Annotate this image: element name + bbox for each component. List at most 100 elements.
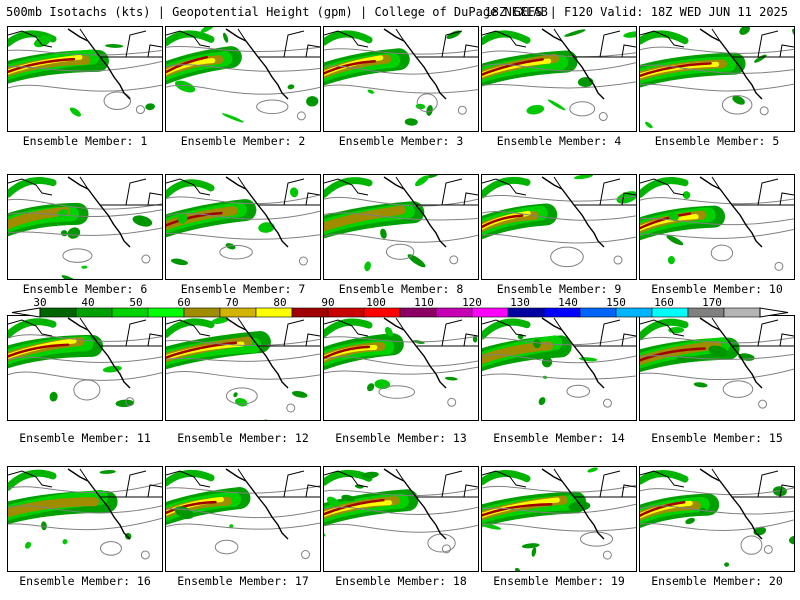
ensemble-member-map <box>7 466 163 572</box>
colorbar-swatch <box>399 307 437 318</box>
colorbar-tick-label: 40 <box>81 296 95 309</box>
colorbar-swatch <box>471 307 509 318</box>
colorbar-left-arrow <box>11 307 41 318</box>
isotach-map <box>166 176 320 266</box>
colorbar-swatch <box>219 307 257 318</box>
ensemble-member-label: Ensemble Member: 17 <box>177 574 309 588</box>
map-header: 500mb Isotachs (kts) | Geopotential Heig… <box>0 0 800 22</box>
ensemble-member-label: Ensemble Member: 13 <box>335 431 467 445</box>
ensemble-member-map <box>7 315 163 421</box>
isotach-map <box>8 176 162 279</box>
colorbar-swatch <box>327 307 365 318</box>
ensemble-member-map <box>481 174 637 280</box>
isotach-map <box>482 467 636 571</box>
colorbar-swatch <box>543 307 581 318</box>
colorbar-swatch <box>39 307 77 318</box>
ensemble-member-map <box>639 26 795 132</box>
ensemble-member-map <box>481 315 637 421</box>
isotach-map <box>482 28 636 122</box>
ensemble-member-map <box>323 466 479 572</box>
colorbar-swatch <box>183 307 221 318</box>
ensemble-member-map <box>165 26 321 132</box>
ensemble-member-map <box>323 174 479 280</box>
isotach-map <box>324 28 478 126</box>
ensemble-member-map <box>639 315 795 421</box>
ensemble-member-label: Ensemble Member: 10 <box>651 282 783 296</box>
ensemble-member-label: Ensemble Member: 12 <box>177 431 309 445</box>
isotach-map <box>640 468 794 567</box>
colorbar-tick-label: 140 <box>558 296 578 309</box>
ensemble-member-map <box>165 315 321 421</box>
colorbar-tick-label: 100 <box>366 296 386 309</box>
colorbar-tick-label: 70 <box>225 296 239 309</box>
ensemble-member-map <box>639 174 795 280</box>
colorbar-swatch <box>687 307 725 318</box>
isotach-map <box>482 175 636 268</box>
colorbar-tick-label: 80 <box>273 296 287 309</box>
ensemble-member-label: Ensemble Member: 1 <box>22 134 148 148</box>
ensemble-member-label: Ensemble Member: 18 <box>335 574 467 588</box>
colorbar-tick-label: 160 <box>654 296 674 309</box>
colorbar-swatch <box>255 307 293 318</box>
ensemble-member-label: Ensemble Member: 14 <box>493 431 625 445</box>
colorbar-swatch <box>579 307 617 318</box>
isotach-map <box>324 175 478 272</box>
ensemble-member-label: Ensemble Member: 4 <box>496 134 622 148</box>
colorbar-tick-label: 110 <box>414 296 434 309</box>
ensemble-member-map <box>323 26 479 132</box>
colorbar-swatch <box>507 307 545 318</box>
ensemble-member-map <box>7 26 163 132</box>
colorbar-tick-label: 170 <box>702 296 722 309</box>
isotach-map <box>166 317 320 420</box>
ensemble-member-label: Ensemble Member: 9 <box>496 282 622 296</box>
ensemble-member-label: Ensemble Member: 6 <box>22 282 148 296</box>
ensemble-member-label: Ensemble Member: 2 <box>180 134 306 148</box>
ensemble-member-map <box>165 466 321 572</box>
ensemble-member-map <box>481 26 637 132</box>
colorbar-tick-label: 60 <box>177 296 191 309</box>
colorbar-swatch <box>435 307 473 318</box>
model-valid-time: 18Z GEFS | F120 Valid: 18Z WED JUN 11 20… <box>484 5 788 19</box>
ensemble-member-label: Ensemble Member: 7 <box>180 282 306 296</box>
colorbar-tick-label: 50 <box>129 296 143 309</box>
isotach-map <box>8 468 162 560</box>
ensemble-member-label: Ensemble Member: 11 <box>19 431 151 445</box>
isotach-map <box>324 468 478 554</box>
colorbar-tick-label: 120 <box>462 296 482 309</box>
colorbar-swatches <box>11 307 789 318</box>
ensemble-member-label: Ensemble Member: 16 <box>19 574 151 588</box>
isotach-map <box>8 317 162 408</box>
isotach-map <box>166 27 320 123</box>
isotach-colorbar: 30 40 50 60 70 80 90 100 110 120 130 140 150 160 170 <box>0 296 800 320</box>
colorbar-tick-label: 30 <box>33 296 47 309</box>
ensemble-member-label: Ensemble Member: 19 <box>493 574 625 588</box>
colorbar-swatch <box>615 307 653 318</box>
colorbar-tick-label: 90 <box>321 296 335 309</box>
isotach-map <box>8 28 162 117</box>
isotach-map <box>166 468 320 560</box>
ensemble-member-map <box>165 174 321 280</box>
colorbar-swatch <box>75 307 113 318</box>
colorbar-swatch <box>111 307 149 318</box>
isotach-map <box>640 176 794 271</box>
isotach-map <box>324 317 478 407</box>
ensemble-member-map <box>7 174 163 280</box>
ensemble-member-map <box>481 466 637 572</box>
ensemble-member-label: Ensemble Member: 8 <box>338 282 464 296</box>
ensemble-member-map <box>639 466 795 572</box>
ensemble-member-label: Ensemble Member: 3 <box>338 134 464 148</box>
colorbar-swatch <box>651 307 689 318</box>
product-title: 500mb Isotachs (kts) | Geopotential Heig… <box>6 5 548 19</box>
colorbar-swatch <box>291 307 329 318</box>
colorbar-tick-label: 150 <box>606 296 626 309</box>
colorbar-right-arrow <box>759 307 789 318</box>
isotach-map <box>640 317 794 409</box>
ensemble-member-map <box>323 315 479 421</box>
ensemble-member-label: Ensemble Member: 5 <box>654 134 780 148</box>
ensemble-member-label: Ensemble Member: 20 <box>651 574 783 588</box>
colorbar-swatch <box>363 307 401 318</box>
ensemble-member-label: Ensemble Member: 15 <box>651 431 783 445</box>
colorbar-swatch <box>723 307 761 318</box>
isotach-map <box>482 317 636 408</box>
colorbar-tick-label: 130 <box>510 296 530 309</box>
